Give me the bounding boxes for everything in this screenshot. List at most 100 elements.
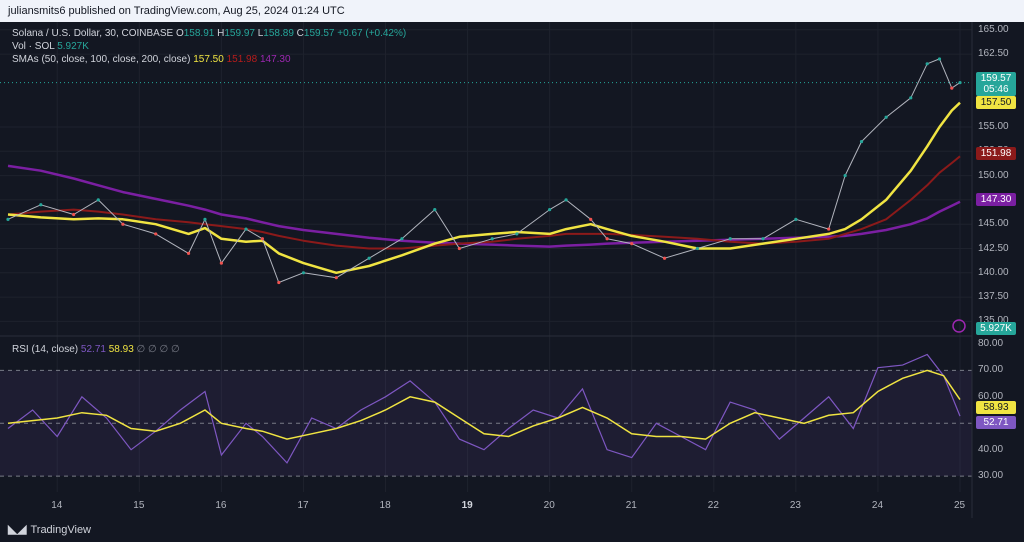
rsi-extra: ∅ ∅ ∅ ∅ — [136, 344, 180, 355]
chart-canvas[interactable] — [0, 22, 1024, 518]
price-point — [203, 217, 207, 221]
rsi-tick-label: 60.00 — [978, 390, 1004, 402]
price-point — [589, 217, 593, 221]
close-value: 159.57 — [303, 28, 335, 39]
price-point — [958, 80, 962, 85]
price-point — [72, 212, 76, 217]
price-tick-label: 150.00 — [978, 169, 1009, 181]
price-point — [121, 222, 125, 226]
price-point — [400, 237, 404, 241]
price-point — [950, 86, 954, 90]
legend-symbol-row: Solana / U.S. Dollar, 30, COINBASE O158.… — [12, 28, 406, 39]
open-label: O — [175, 28, 184, 39]
price-point — [695, 246, 699, 251]
sma50-tag: 157.50 — [976, 96, 1016, 109]
time-tick-label: 17 — [297, 500, 309, 511]
price-point — [457, 246, 461, 251]
change-value: +0.67 (+0.42%) — [337, 28, 407, 39]
volume-tag: 5.927K — [976, 322, 1016, 335]
price-point — [244, 227, 248, 231]
price-point — [859, 139, 864, 144]
price-point — [564, 198, 568, 202]
price-point — [186, 251, 191, 255]
sma200-value: 147.30 — [259, 54, 291, 65]
price-point — [605, 237, 609, 241]
price-tick-label: 165.00 — [978, 23, 1009, 35]
price-point — [219, 261, 223, 265]
price-point — [761, 237, 765, 241]
price-point — [548, 208, 552, 212]
price-tick-label: 155.00 — [978, 120, 1009, 132]
legend-rsi-row: RSI (14, close) 52.71 58.93 ∅ ∅ ∅ ∅ — [12, 344, 180, 355]
price-point — [843, 173, 847, 178]
time-tick-label: 25 — [954, 500, 966, 511]
price-point — [301, 271, 306, 275]
price-point — [277, 280, 281, 285]
time-tick-label: 19 — [461, 500, 473, 511]
low-value: 158.89 — [263, 28, 294, 39]
price-tick-label: 140.00 — [978, 266, 1009, 278]
price-tick-label: 145.00 — [978, 218, 1009, 230]
rsi-tick-label: 40.00 — [978, 443, 1004, 455]
volume-label: Vol · SOL — [12, 41, 55, 52]
rsi-label: RSI (14, close) — [12, 344, 79, 355]
price-tick-label: 142.50 — [978, 242, 1009, 254]
sma100-value: 151.98 — [226, 54, 258, 65]
time-tick-label: 18 — [379, 500, 391, 511]
publish-bar: juliansmits6 published on TradingView.co… — [0, 0, 1024, 22]
rsi-pane — [0, 369, 972, 477]
chart-lines — [6, 57, 962, 464]
close-label: C — [296, 28, 304, 39]
publish-line: juliansmits6 published on TradingView.co… — [8, 5, 345, 17]
last-price-tag: 159.57 05:46 — [976, 72, 1016, 96]
price-point — [334, 276, 338, 280]
lightning-icon[interactable] — [952, 319, 966, 333]
candle-countdown: 05:46 — [983, 84, 1009, 95]
price-point — [925, 62, 929, 66]
sma50-line — [7, 101, 961, 275]
time-tick-label: 15 — [133, 500, 145, 511]
rsi-ma-value: 58.93 — [108, 344, 134, 355]
sma100-line — [7, 155, 961, 250]
price-point — [515, 232, 519, 236]
price-point — [39, 203, 43, 207]
last-price: 159.57 — [980, 73, 1012, 84]
price-point — [260, 237, 265, 241]
symbol-name: Solana / U.S. Dollar, 30, COINBASE — [12, 28, 174, 39]
price-point — [909, 96, 913, 100]
price-point — [728, 237, 732, 241]
rsi-ma-tag: 58.93 — [976, 401, 1016, 414]
high-label: H — [217, 28, 225, 39]
price-tick-label: 135.00 — [978, 315, 1009, 327]
time-tick-label: 24 — [871, 500, 884, 511]
open-value: 158.91 — [183, 28, 215, 39]
rsi-line — [7, 353, 961, 464]
time-tick-label: 14 — [51, 500, 63, 511]
low-label: L — [257, 28, 264, 39]
price-point — [433, 208, 437, 212]
rsi-ma-line — [7, 369, 961, 440]
legend-volume-row: Vol · SOL 5.927K — [12, 41, 89, 52]
sma200-line — [7, 164, 961, 248]
tradingview-logo-icon: ◣◢ — [8, 522, 27, 536]
sma50-value: 157.50 — [193, 54, 224, 65]
sma100-tag: 151.98 — [976, 147, 1016, 160]
sma-label: SMAs (50, close, 100, close, 200, close) — [12, 54, 191, 65]
price-point — [96, 198, 100, 202]
time-tick-label: 20 — [543, 500, 555, 511]
brand-name: TradingView — [30, 524, 92, 536]
price-point — [884, 115, 888, 119]
sma200-tag: 147.30 — [976, 193, 1016, 206]
price-tick-label: 162.50 — [978, 48, 1009, 60]
price-point — [630, 242, 634, 246]
volume-value: 5.927K — [57, 41, 89, 52]
price-point — [662, 256, 667, 260]
legend-sma-row: SMAs (50, close, 100, close, 200, close)… — [12, 54, 291, 65]
footer-bar — [0, 518, 1024, 542]
price-point — [827, 227, 831, 231]
tradingview-brand[interactable]: ◣◢ TradingView — [8, 522, 91, 536]
rsi-value: 52.71 — [80, 344, 106, 355]
rsi-tick-label: 70.00 — [978, 364, 1004, 376]
time-tick-label: 22 — [707, 500, 719, 511]
high-value: 159.97 — [224, 28, 255, 39]
